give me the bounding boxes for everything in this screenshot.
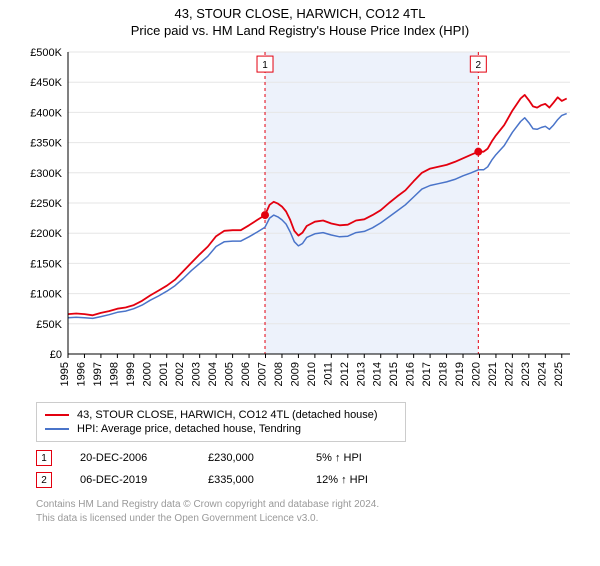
svg-text:2017: 2017 (421, 362, 433, 386)
marker-price: £335,000 (208, 474, 288, 486)
marker-diff: 5% ↑ HPI (316, 452, 416, 464)
svg-text:1999: 1999 (125, 362, 137, 386)
chart-subtitle: Price paid vs. HM Land Registry's House … (0, 23, 600, 38)
svg-text:2018: 2018 (438, 362, 450, 386)
legend-swatch (45, 428, 69, 430)
svg-text:£350K: £350K (30, 138, 62, 150)
legend: 43, STOUR CLOSE, HARWICH, CO12 4TL (deta… (36, 402, 406, 442)
svg-text:£500K: £500K (30, 47, 62, 59)
chart-area: £0 £50K £100K £150K £200K £250K £300K £350K £400… (20, 46, 580, 396)
svg-text:2007: 2007 (257, 362, 269, 386)
price-chart: £0 £50K £100K £150K £200K £250K £300K £350K £400… (20, 46, 580, 396)
svg-text:2001: 2001 (158, 362, 170, 386)
marker-table: 1 20-DEC-2006 £230,000 5% ↑ HPI 2 06-DEC-2019… (36, 450, 600, 488)
svg-text:1998: 1998 (108, 362, 120, 386)
marker-date: 20-DEC-2006 (80, 452, 180, 464)
svg-text:2010: 2010 (306, 362, 318, 386)
svg-text:£50K: £50K (36, 319, 62, 331)
legend-row: HPI: Average price, detached house, Tend… (45, 423, 397, 435)
footnote-line1: Contains HM Land Registry data © Crown c… (36, 498, 600, 512)
svg-text:2015: 2015 (388, 362, 400, 386)
svg-text:2009: 2009 (289, 362, 301, 386)
svg-text:2000: 2000 (141, 362, 153, 386)
svg-text:2006: 2006 (240, 362, 252, 386)
svg-text:2003: 2003 (191, 362, 203, 386)
legend-row: 43, STOUR CLOSE, HARWICH, CO12 4TL (deta… (45, 409, 397, 421)
svg-text:2014: 2014 (372, 362, 384, 386)
marker-badge: 1 (36, 450, 52, 466)
svg-text:2005: 2005 (224, 362, 236, 386)
svg-text:2013: 2013 (355, 362, 367, 386)
marker-row: 1 20-DEC-2006 £230,000 5% ↑ HPI (36, 450, 600, 466)
marker-price: £230,000 (208, 452, 288, 464)
svg-text:2025: 2025 (553, 362, 565, 386)
svg-text:1995: 1995 (59, 362, 71, 386)
svg-text:2020: 2020 (470, 362, 482, 386)
svg-text:£300K: £300K (30, 168, 62, 180)
legend-label: HPI: Average price, detached house, Tend… (77, 423, 301, 435)
svg-text:£0: £0 (50, 349, 62, 361)
svg-text:2024: 2024 (536, 362, 548, 386)
legend-label: 43, STOUR CLOSE, HARWICH, CO12 4TL (deta… (77, 409, 378, 421)
legend-swatch (45, 414, 69, 416)
svg-text:2004: 2004 (207, 362, 219, 386)
marker-badge: 2 (36, 472, 52, 488)
svg-text:1996: 1996 (75, 362, 87, 386)
footnote: Contains HM Land Registry data © Crown c… (36, 498, 600, 525)
marker-diff: 12% ↑ HPI (316, 474, 416, 486)
svg-text:1997: 1997 (92, 362, 104, 386)
marker-row: 2 06-DEC-2019 £335,000 12% ↑ HPI (36, 472, 600, 488)
marker-date: 06-DEC-2019 (80, 474, 180, 486)
svg-text:2022: 2022 (503, 362, 515, 386)
svg-text:2012: 2012 (339, 362, 351, 386)
svg-text:2008: 2008 (273, 362, 285, 386)
svg-text:2023: 2023 (520, 362, 532, 386)
svg-text:2: 2 (476, 60, 482, 71)
svg-text:£150K: £150K (30, 258, 62, 270)
svg-text:2019: 2019 (454, 362, 466, 386)
svg-text:£250K: £250K (30, 198, 62, 210)
svg-text:2021: 2021 (487, 362, 499, 386)
svg-text:2011: 2011 (322, 362, 334, 386)
svg-text:2016: 2016 (405, 362, 417, 386)
svg-text:£200K: £200K (30, 228, 62, 240)
chart-title: 43, STOUR CLOSE, HARWICH, CO12 4TL (0, 6, 600, 21)
svg-text:£400K: £400K (30, 107, 62, 119)
footnote-line2: This data is licensed under the Open Gov… (36, 512, 600, 526)
svg-text:2002: 2002 (174, 362, 186, 386)
svg-text:£450K: £450K (30, 77, 62, 89)
svg-text:£100K: £100K (30, 289, 62, 301)
svg-text:1: 1 (262, 60, 268, 71)
